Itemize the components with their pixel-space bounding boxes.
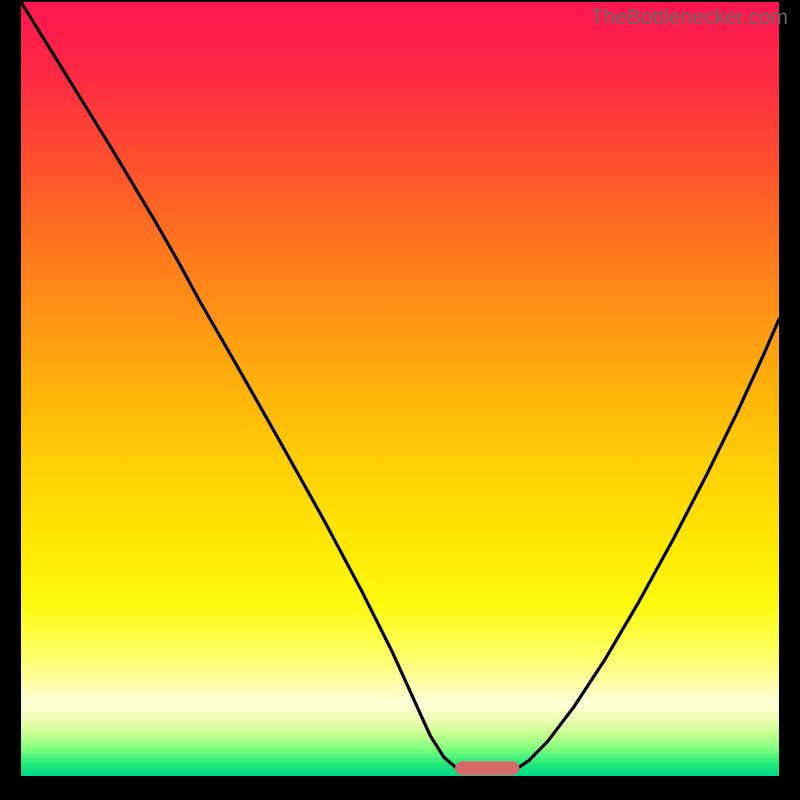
plot-area (21, 2, 779, 776)
optimal-range-marker (455, 761, 519, 775)
bottleneck-curve (21, 2, 779, 776)
curve-right-branch (518, 319, 780, 768)
chart-outer-frame: TheBottlenecker.com (0, 0, 800, 800)
watermark-text: TheBottlenecker.com (591, 6, 788, 30)
curve-left-branch (21, 2, 457, 768)
